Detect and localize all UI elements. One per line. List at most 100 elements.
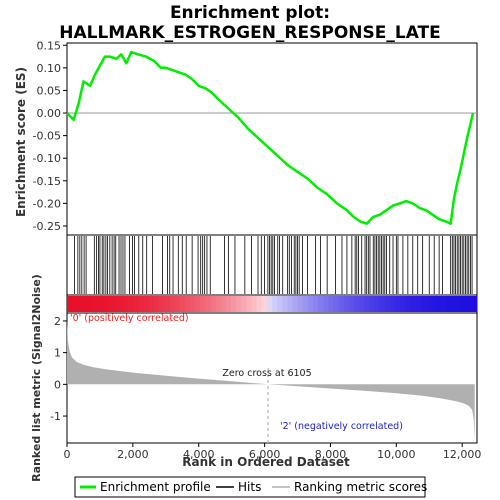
band-cell — [430, 296, 437, 312]
band-cell — [425, 296, 432, 312]
band-cell — [313, 296, 319, 312]
metric-xtick-label: 10,000 — [377, 448, 416, 461]
band-cell — [210, 296, 217, 312]
band-cell — [113, 296, 119, 312]
band-cell — [384, 296, 391, 312]
band-cell — [128, 296, 135, 312]
band-cell — [456, 296, 463, 312]
band-cell — [133, 296, 140, 312]
band-cell — [348, 296, 355, 312]
es-ytick-label: 0.15 — [37, 39, 62, 52]
band-cell — [328, 296, 334, 312]
legend-box — [74, 476, 426, 498]
metric-xtick-label: 0 — [64, 448, 71, 461]
band-cell — [159, 296, 165, 312]
legend: Enrichment profile Hits Ranking metric s… — [74, 476, 427, 498]
band-cell — [405, 296, 411, 312]
band-cell — [466, 296, 473, 312]
metric-xtick-label: 12,000 — [443, 448, 482, 461]
band-cell — [374, 296, 381, 312]
band-cell — [277, 296, 283, 312]
chart-title-line1: Enrichment plot: — [170, 3, 330, 23]
band-cell — [82, 296, 88, 312]
band-cell — [205, 296, 211, 312]
band-cell — [369, 296, 375, 312]
metric-xaxis: 0 2,000 4,000 6,000 8,000 10,000 12,000 — [64, 443, 482, 461]
band-cell — [333, 296, 340, 312]
metric-xtick-label: 4,000 — [183, 448, 215, 461]
band-cell — [149, 296, 155, 312]
es-ytick-label: 0.00 — [37, 107, 62, 120]
metric-ytick-label: 2 — [54, 315, 61, 328]
band-cell — [97, 296, 104, 312]
band-cell — [251, 296, 258, 312]
hits-lines — [74, 236, 473, 294]
band-cell — [164, 296, 170, 312]
legend-hits-label: Hits — [238, 480, 261, 494]
es-yaxis: 0.15 0.10 0.05 0.00 -0.05 -0.10 -0.15 -0.20 -0.2… — [33, 39, 67, 233]
band-cell — [436, 296, 442, 312]
band-cell — [461, 296, 468, 312]
band-cell — [297, 296, 304, 312]
band-cell — [220, 296, 227, 312]
band-cell — [200, 296, 206, 312]
band-cell — [118, 296, 124, 312]
band-cell — [395, 296, 401, 312]
band-cell — [123, 296, 129, 312]
band-cell — [225, 296, 232, 312]
ranking-metric-area — [67, 320, 475, 440]
band-cell — [302, 296, 309, 312]
band-cell — [190, 296, 196, 312]
band-cell — [87, 296, 94, 312]
band-cell — [282, 296, 288, 312]
band-cell — [292, 296, 299, 312]
band-cell — [410, 296, 416, 312]
es-ytick-label: -0.10 — [33, 152, 61, 165]
enrichment-profile-line — [66, 50, 475, 225]
es-ylabel: Enrichment score (ES) — [14, 67, 28, 217]
band-cell — [102, 296, 109, 312]
metric-panel: 210-1 0 2,000 4,000 6,000 8,000 10,000 12,000 … — [30, 274, 481, 482]
ranking-band — [66, 294, 478, 314]
band-cell — [266, 296, 273, 312]
band-cell — [195, 296, 201, 312]
band-cell — [307, 296, 314, 312]
band-cell — [287, 296, 293, 312]
band-cell — [92, 296, 99, 312]
es-ytick-label: -0.20 — [33, 197, 61, 210]
metric-ytick-label: -1 — [50, 410, 61, 423]
es-ytick-label: -0.25 — [33, 220, 61, 233]
es-panel: 0.15 0.10 0.05 0.00 -0.05 -0.10 -0.15 -0.20 -0.2… — [14, 39, 478, 236]
es-ytick-label: 0.10 — [37, 62, 62, 75]
band-cell — [415, 296, 422, 312]
band-cell — [72, 296, 78, 312]
band-cell — [108, 296, 114, 312]
band-cell — [400, 296, 406, 312]
band-cell — [241, 296, 247, 312]
positive-correlated-label: '0' (positively correlated) — [70, 313, 189, 324]
band-cell — [77, 296, 83, 312]
band-cell — [67, 296, 73, 312]
hits-frame — [66, 234, 478, 296]
band-cell — [246, 296, 252, 312]
band-cell — [446, 296, 452, 312]
band-cell — [379, 296, 386, 312]
legend-enrichment-label: Enrichment profile — [100, 480, 211, 494]
metric-xlabel: Rank in Ordered Dataset — [182, 455, 350, 469]
band-cell — [261, 296, 268, 312]
band-cell — [272, 296, 278, 312]
band-cell — [323, 296, 329, 312]
metric-ytick-label: 0 — [54, 378, 61, 391]
band-cell — [343, 296, 350, 312]
negative-correlated-label: '2' (negatively correlated) — [280, 421, 403, 432]
band-cell — [318, 296, 324, 312]
band-cell — [184, 296, 191, 312]
band-cell — [169, 296, 176, 312]
band-cell — [364, 296, 370, 312]
metric-xtick-label: 8,000 — [315, 448, 347, 461]
band-cell — [420, 296, 427, 312]
chart-title-line2: HALLMARK_ESTROGEN_RESPONSE_LATE — [59, 23, 441, 43]
band-cell — [236, 296, 242, 312]
band-cell — [179, 296, 186, 312]
